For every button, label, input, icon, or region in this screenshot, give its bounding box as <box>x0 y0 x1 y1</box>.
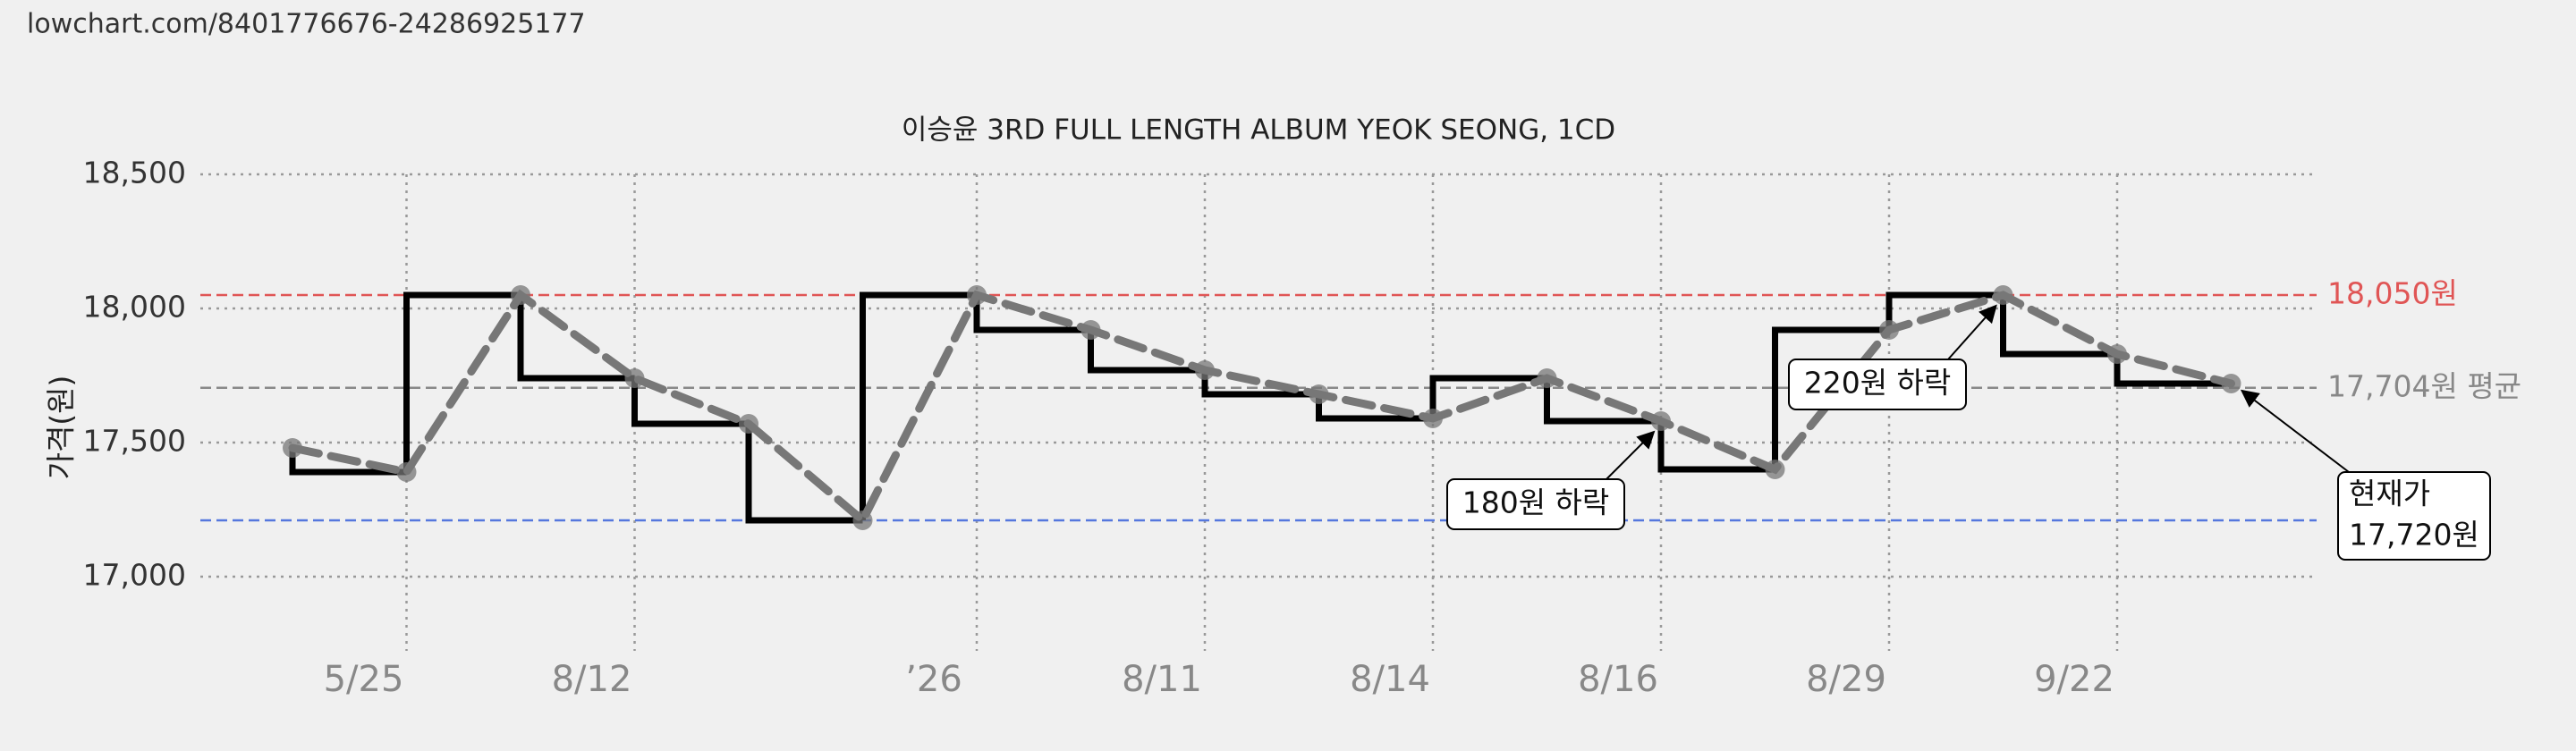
step-line <box>1657 421 1775 473</box>
price-point <box>1080 320 1101 340</box>
price-point <box>2107 344 2127 364</box>
step-line <box>1088 330 1205 374</box>
step-line <box>1201 370 1319 398</box>
x-tick-label: 8/29 <box>1806 659 1886 700</box>
y-tick-label: 18,000 <box>83 290 186 325</box>
x-tick-label: 8/12 <box>552 659 632 700</box>
price-point <box>1309 384 1329 404</box>
x-tick-label: 8/11 <box>1122 659 1202 700</box>
chart-title: 이승윤 3RD FULL LENGTH ALBUM YEOK SEONG, 1C… <box>902 114 1615 147</box>
step-line <box>517 295 635 382</box>
price-point <box>967 285 987 305</box>
price-point <box>852 511 873 530</box>
price-point <box>1765 460 1785 479</box>
annotation-box <box>2337 471 2491 561</box>
x-tick-label: 8/14 <box>1350 659 1430 700</box>
annotation-text: 220원 하락 <box>1804 366 1952 401</box>
step-line <box>973 295 1091 333</box>
price-point <box>1195 360 1215 380</box>
annotation-box <box>1446 478 1625 530</box>
price-point <box>1537 368 1557 388</box>
y-axis-label: 가격(원) <box>44 376 79 480</box>
url: lowchart.com/8401776676-24286925177 <box>27 9 586 40</box>
price-point <box>396 462 417 482</box>
annotation-text: 180원 하락 <box>1462 485 1610 520</box>
price-point <box>2221 374 2241 393</box>
reference-label: 17,704원 평균 <box>2327 368 2521 403</box>
step-line <box>1544 378 1661 425</box>
step-line <box>403 291 521 472</box>
price-point <box>511 285 530 305</box>
annotation-arrow <box>1947 304 1997 360</box>
y-tick-label: 18,500 <box>83 156 186 190</box>
step-line <box>860 291 977 520</box>
step-line <box>1772 326 1889 469</box>
step-line <box>1429 375 1547 418</box>
x-tick-label: 8/16 <box>1578 659 1658 700</box>
y-tick-label: 17,000 <box>83 558 186 593</box>
price-point <box>1651 411 1671 431</box>
price-point <box>1879 320 1899 340</box>
price-point <box>1423 409 1443 428</box>
price-point <box>283 438 302 458</box>
annotation-text: 17,720원 <box>2349 518 2479 553</box>
price-line <box>288 289 2235 527</box>
annotation-text: 현재가 <box>2349 477 2430 511</box>
reference-label: 18,050원 <box>2327 276 2458 311</box>
price-point <box>1993 285 2013 305</box>
price-point <box>624 368 645 388</box>
step-line <box>1885 291 2004 330</box>
step-line <box>631 378 749 427</box>
annotation-arrow <box>2240 389 2350 473</box>
annotation-box <box>1788 359 1967 410</box>
x-tick-label: 9/22 <box>2034 659 2114 700</box>
step-line <box>2000 295 2117 358</box>
step-line <box>745 424 863 524</box>
x-tick-label: ’26 <box>905 659 962 700</box>
x-tick-label: 5/25 <box>324 659 404 700</box>
annotation-arrow <box>1606 430 1656 480</box>
y-tick-label: 17,500 <box>83 424 186 459</box>
price-point <box>739 414 758 434</box>
